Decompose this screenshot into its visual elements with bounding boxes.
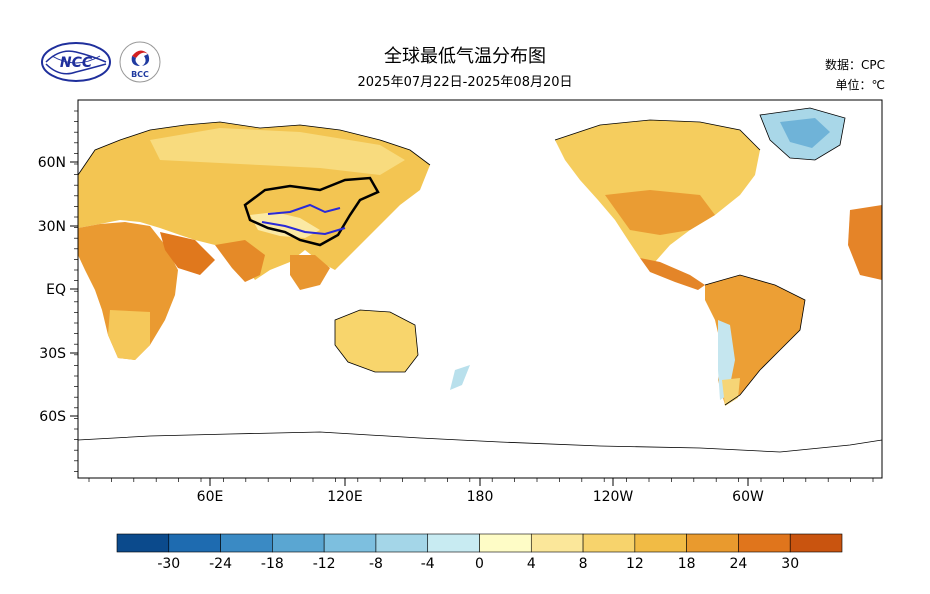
land-south-africa [108, 310, 150, 360]
colorbar-tick-label: 4 [527, 556, 536, 572]
colorbar-swatch [220, 533, 273, 553]
map-frame [77, 99, 883, 479]
colorbar-swatch [789, 533, 843, 553]
ncc-logo: NCC [41, 42, 111, 82]
colorbar-tick-label: 30 [781, 556, 799, 572]
lon-label: 60W [732, 489, 764, 505]
latitude-axis: 60N 30N EQ 30S 60S [38, 110, 78, 472]
colorbar-swatch [168, 533, 221, 553]
colorbar-swatch [530, 533, 584, 553]
colorbar-swatch [116, 533, 170, 553]
land-antarctica [78, 431, 882, 478]
colorbar: -30 -24 -18 -12 -8 -4 0 4 8 12 18 24 30 [116, 533, 843, 572]
lat-label: 60N [38, 155, 66, 171]
lon-label: 120E [327, 489, 363, 505]
colorbar-tick-label: 18 [678, 556, 696, 572]
colorbar-tick-label: -12 [313, 556, 336, 572]
land-central-america [640, 258, 705, 290]
colorbar-tick-label: -30 [157, 556, 180, 572]
colorbar-swatch [686, 533, 739, 553]
colorbar-swatch [582, 533, 636, 553]
map-subtitle: 2025年07月22日-2025年08月20日 [357, 75, 573, 90]
lat-label: 30N [38, 219, 66, 235]
colorbar-swatch [272, 533, 325, 553]
colorbar-tick-label: 24 [730, 556, 748, 572]
land-australia [335, 310, 418, 372]
longitude-axis: 60E 120E 180 120W 60W [88, 478, 874, 505]
colorbar-swatch [738, 533, 791, 553]
lon-label: 180 [467, 489, 494, 505]
colorbar-tick-label: -8 [369, 556, 383, 572]
land-south-america [705, 275, 805, 405]
colorbar-tick-label: -24 [209, 556, 232, 572]
land-arabia [160, 232, 215, 275]
colorbar-swatch [375, 533, 429, 553]
colorbar-tick-label: -18 [261, 556, 284, 572]
lat-label: 30S [39, 346, 66, 362]
land-eurasia [78, 122, 430, 280]
land-tibet-cold [250, 212, 320, 238]
colorbar-tick-label: 12 [626, 556, 644, 572]
land-usa-warm [605, 190, 715, 235]
land-siberia-cool [150, 128, 405, 175]
land-africa-east-edge [848, 205, 882, 280]
lat-label: 60S [39, 409, 66, 425]
land-new-zealand [450, 365, 470, 390]
temperature-field [78, 100, 882, 478]
land-south-asia-hot [215, 240, 265, 282]
unit-label: 单位：℃ [835, 78, 885, 92]
land-greenland [760, 108, 845, 160]
yellow-river [267, 203, 341, 215]
land-andes-cool [718, 320, 735, 400]
bcc-logo-text: BCC [131, 70, 149, 79]
bcc-logo: BCC [119, 41, 161, 83]
colorbar-tick-label: 8 [579, 556, 588, 572]
data-source-label: 数据：CPC [825, 58, 885, 72]
map-title: 全球最低气温分布图 [384, 46, 546, 67]
ncc-logo-text: NCC [60, 55, 93, 71]
colorbar-tick-label: -4 [421, 556, 435, 572]
land-greenland-core [780, 118, 830, 148]
land-patagonia [722, 378, 740, 406]
land-se-asia [290, 255, 330, 290]
lon-label: 120W [593, 489, 634, 505]
land-north-america [555, 120, 760, 262]
yangtze-river [261, 221, 346, 236]
coastlines [78, 107, 846, 406]
lon-label: 60E [197, 489, 224, 505]
land-africa [78, 222, 178, 360]
colorbar-swatch [427, 533, 480, 553]
china-border [243, 176, 380, 247]
colorbar-swatch [323, 533, 377, 553]
colorbar-swatch [479, 533, 532, 553]
colorbar-tick-label: 0 [475, 556, 484, 572]
colorbar-swatch [634, 533, 687, 553]
lat-label: EQ [46, 282, 66, 298]
